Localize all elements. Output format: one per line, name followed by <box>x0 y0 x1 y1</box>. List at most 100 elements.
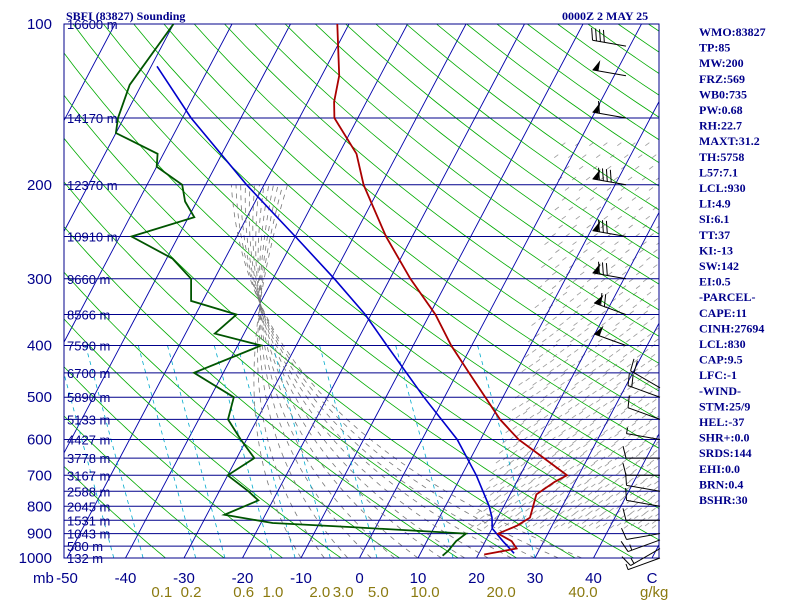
mixing-ratio-tick-label: 10.0 <box>410 584 439 600</box>
shading-mark <box>539 507 544 512</box>
shading-mark <box>547 422 553 426</box>
shading-mark <box>573 349 579 353</box>
shading-mark <box>560 382 565 386</box>
shading-mark <box>606 187 612 191</box>
shading-mark <box>489 477 494 482</box>
shading-mark <box>632 462 638 467</box>
shading-mark <box>500 480 505 485</box>
shading-mark <box>643 310 648 315</box>
shading-mark <box>538 354 544 358</box>
temperature-tick-label: -10 <box>290 570 312 587</box>
shading-mark <box>623 154 629 159</box>
parcel-trace <box>156 65 515 554</box>
shading-mark <box>528 500 534 504</box>
wind-barb <box>622 445 660 459</box>
moist-adiabat <box>248 184 489 558</box>
shading-mark <box>631 422 637 426</box>
shading-mark <box>627 176 633 181</box>
shading-mark <box>555 486 561 491</box>
isotherm <box>534 322 659 558</box>
shading-mark <box>616 403 622 407</box>
barb-staff <box>627 385 661 398</box>
shading-mark <box>476 522 482 527</box>
shading-mark <box>583 486 589 491</box>
shading-mark <box>479 502 484 507</box>
stability-index-item: CINH:27694 <box>699 321 764 335</box>
shading-mark <box>526 450 532 454</box>
wind-barb <box>622 508 660 521</box>
shading-mark <box>613 414 619 419</box>
height-label: 1043 m <box>67 527 110 542</box>
temperature-tick-label: C <box>647 570 658 587</box>
height-label: 16600 m <box>67 17 118 32</box>
shading-mark <box>547 446 553 451</box>
shading-mark <box>595 407 601 411</box>
shading-mark <box>609 507 614 512</box>
shading-mark <box>538 494 544 499</box>
shading-mark <box>537 459 543 464</box>
shading-mark <box>532 510 537 514</box>
shading-mark <box>605 502 610 507</box>
shading-mark <box>608 354 614 358</box>
shading-mark <box>593 459 599 464</box>
shading-mark <box>574 373 580 377</box>
shading-mark <box>605 333 610 337</box>
shading-mark <box>499 486 505 491</box>
shading-mark <box>628 224 633 229</box>
mixing-ratio-line <box>477 345 536 558</box>
shading-mark <box>598 363 604 368</box>
mixing-ratio-tick-label: 0.2 <box>181 584 202 600</box>
shading-mark <box>588 403 594 407</box>
shading-mark <box>626 480 631 485</box>
shading-mark <box>651 507 656 512</box>
shading-mark <box>532 373 538 377</box>
shading-mark <box>645 197 651 201</box>
height-label: 132 m <box>67 551 103 566</box>
shading-mark <box>637 154 643 159</box>
shading-mark <box>555 264 560 269</box>
shading-mark <box>586 278 592 283</box>
shading-mark <box>521 483 526 488</box>
shading-mark <box>533 422 539 426</box>
shading-mark <box>566 354 572 358</box>
stability-index-item: TH:5758 <box>699 150 744 164</box>
shading-mark <box>526 425 531 430</box>
shading-mark <box>608 316 613 321</box>
shading-mark <box>606 515 611 519</box>
shading-mark <box>578 515 583 519</box>
shading-mark <box>575 197 581 201</box>
shading-mark <box>589 142 594 147</box>
shading-mark <box>568 206 574 211</box>
dry-adiabat <box>163 24 659 420</box>
shading-mark <box>600 278 606 283</box>
stability-index-item: KI:-13 <box>699 243 733 257</box>
shading-mark <box>543 386 548 391</box>
shading-mark <box>651 525 657 529</box>
shading-mark <box>652 206 658 211</box>
shading-mark <box>497 507 502 512</box>
barb-feather <box>598 167 600 181</box>
shading-mark <box>485 486 491 491</box>
shading-mark <box>642 278 648 283</box>
wind-barb <box>621 527 661 540</box>
shading-mark <box>639 249 644 253</box>
shading-mark <box>601 322 606 326</box>
shading-mark <box>536 515 541 519</box>
wind-barb <box>592 219 627 237</box>
shading-mark <box>546 510 551 514</box>
shading-mark <box>650 354 656 358</box>
shading-mark <box>629 491 635 496</box>
shading-mark <box>504 510 509 514</box>
shading-mark <box>574 510 579 514</box>
shading-mark <box>554 206 560 211</box>
shading-mark <box>512 425 517 430</box>
shading-mark <box>570 338 575 343</box>
shading-mark <box>603 215 609 220</box>
shading-mark <box>639 298 645 302</box>
shading-mark <box>556 363 562 368</box>
shading-mark <box>606 390 611 395</box>
wind-barb <box>622 463 660 476</box>
shading-mark <box>539 377 544 382</box>
shading-mark <box>617 142 622 147</box>
dry-adiabat <box>284 24 659 311</box>
